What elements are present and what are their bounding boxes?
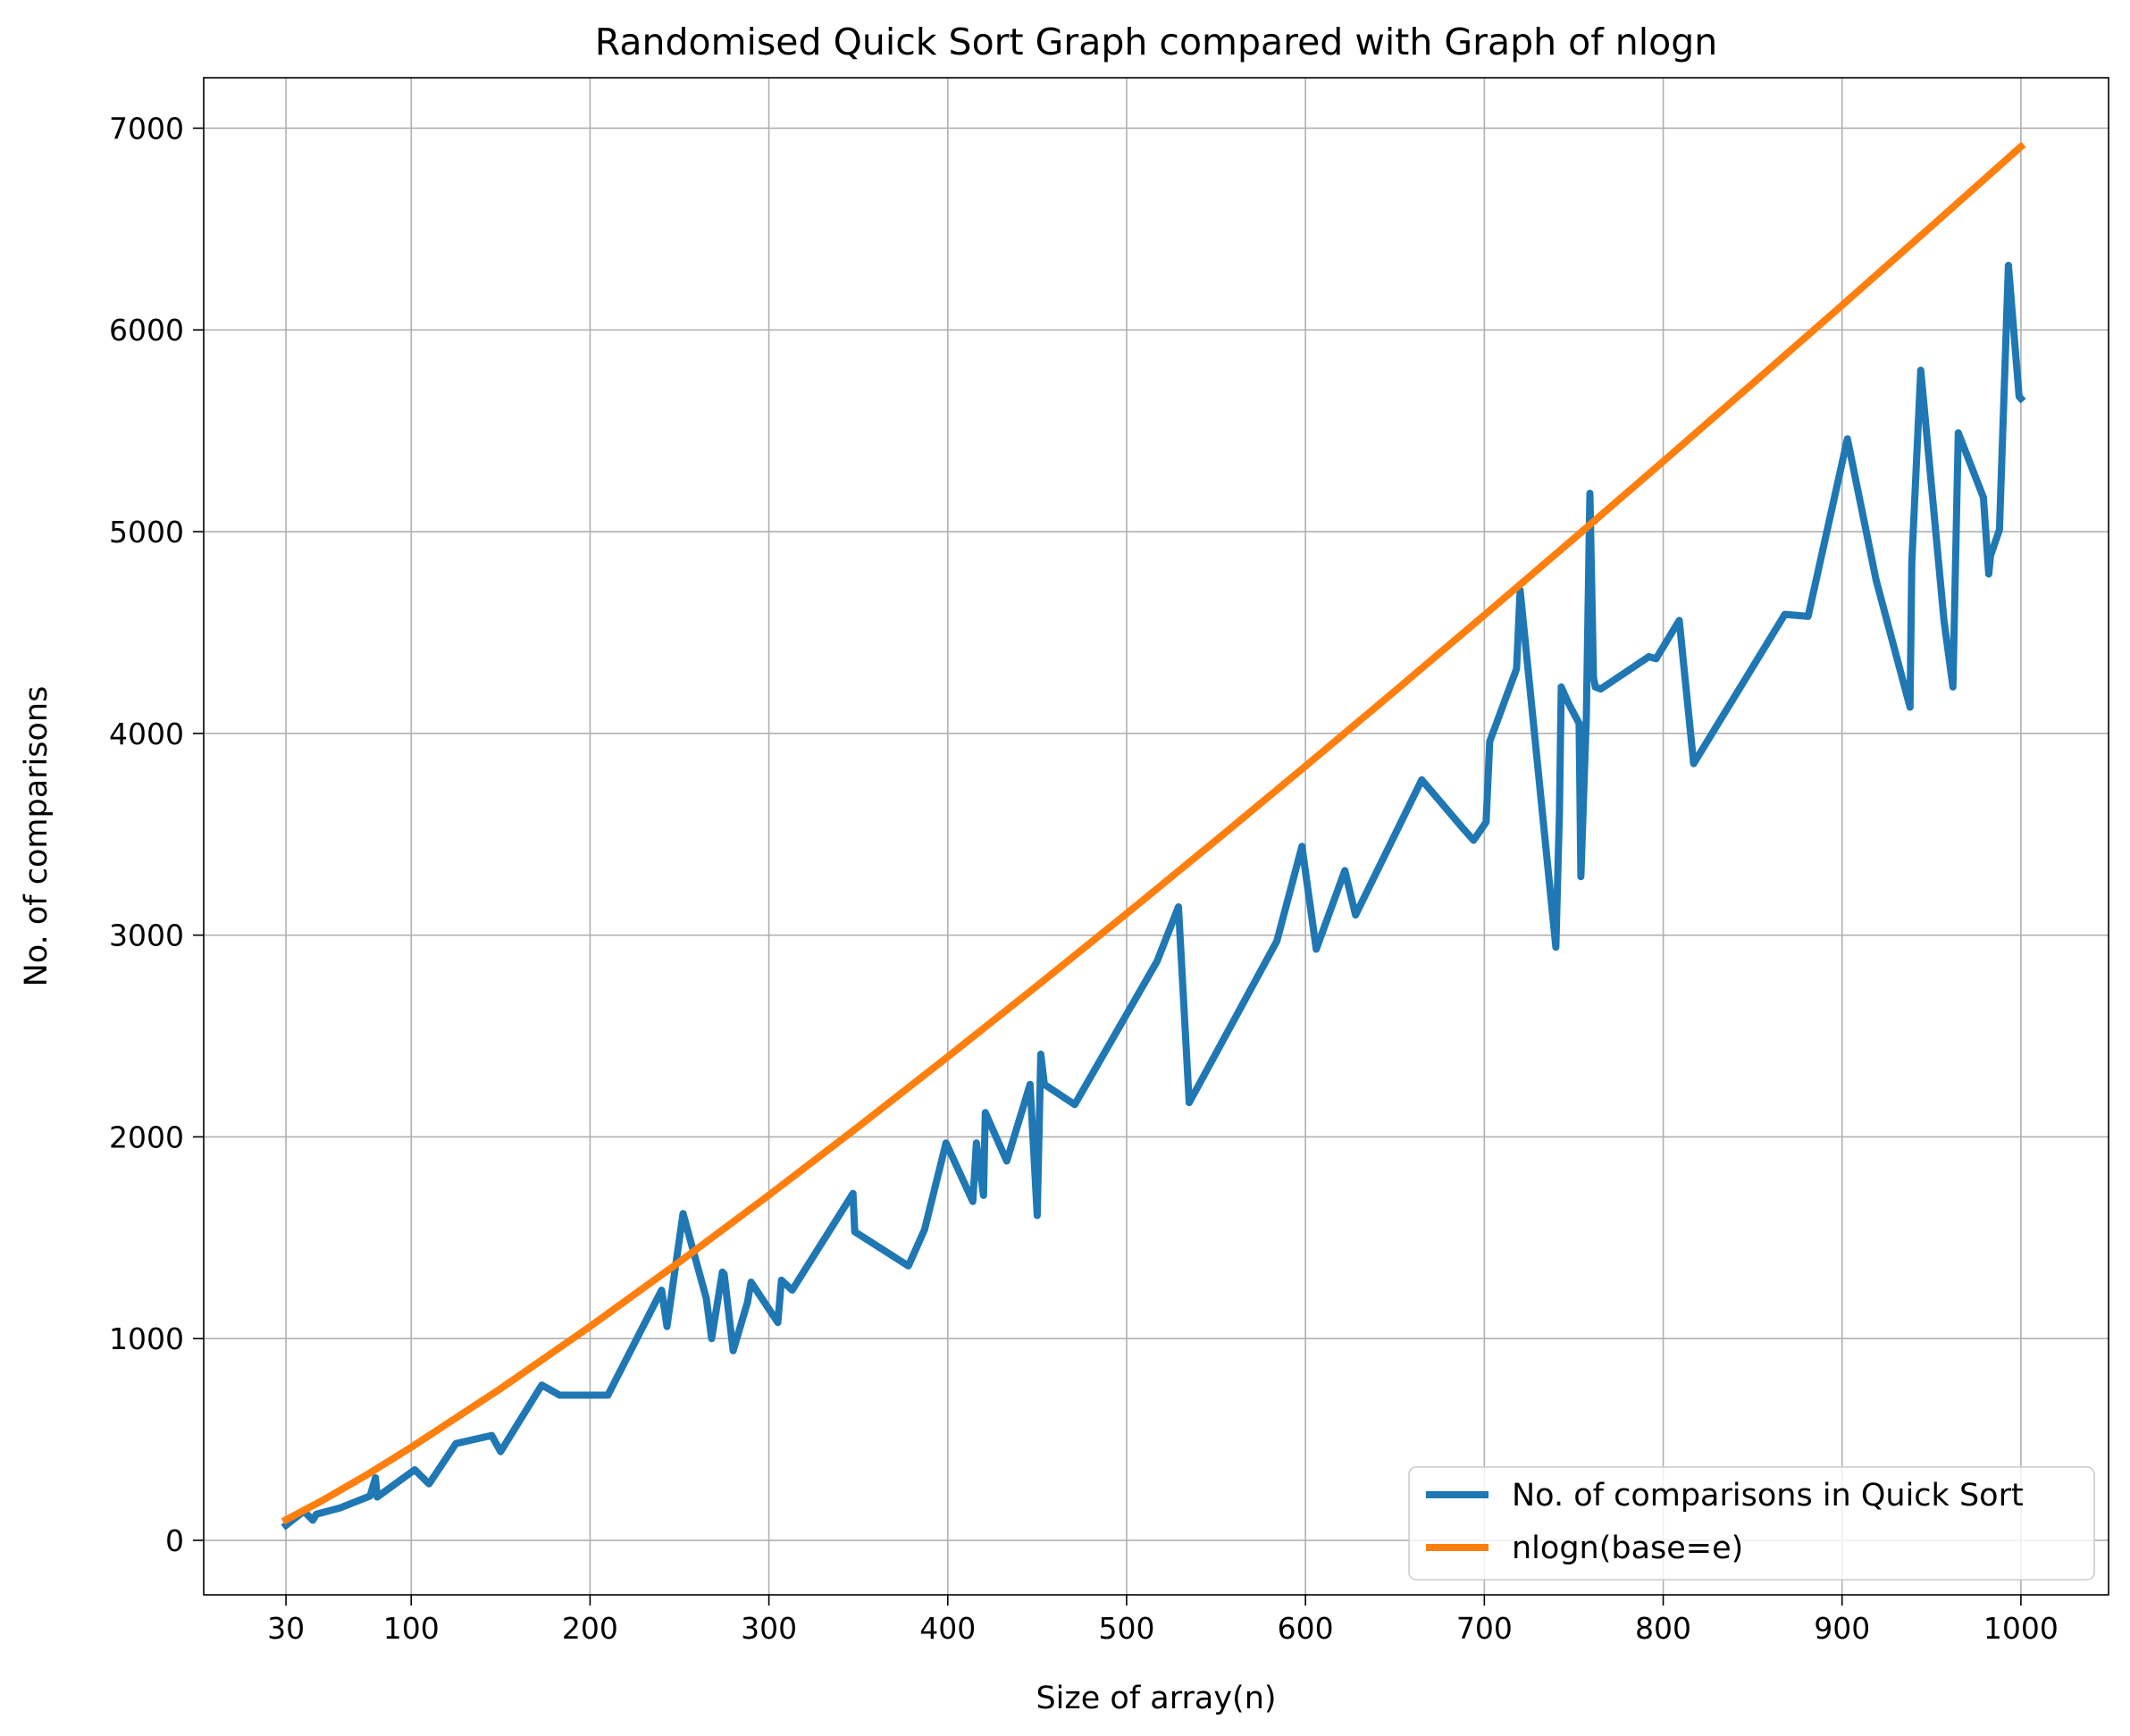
y-tick-label: 5000 (109, 515, 184, 549)
y-tick-label: 2000 (109, 1120, 184, 1154)
legend-box (1408, 1466, 2095, 1581)
quick-sort-comparisons-line (281, 262, 2026, 1531)
x-tick-label: 200 (562, 1611, 618, 1646)
x-tick-label: 300 (741, 1611, 797, 1646)
x-tick-label: 100 (383, 1611, 440, 1646)
chart-title: Randomised Quick Sort Graph compared wit… (595, 21, 1717, 63)
plot-area-background (204, 78, 2109, 1595)
x-tick-label: 30 (267, 1611, 305, 1646)
x-tick-label: 400 (919, 1611, 976, 1646)
legend: No. of comparisons in Quick Sort nlogn(b… (1408, 1466, 2095, 1581)
legend-label-nlogn: nlogn(base=e) (1512, 1531, 1743, 1566)
nlogn-line (281, 141, 2026, 1525)
x-tick-label: 900 (1814, 1611, 1870, 1646)
plot-frame (203, 77, 2109, 1596)
axis-ticks: 30 100 200 300 400 500 600 700 800 900 1000 0 1000 20… (109, 111, 2059, 1646)
y-tick-label: 1000 (109, 1321, 184, 1356)
x-tick-label: 700 (1456, 1611, 1513, 1646)
legend-label-quick-sort: No. of comparisons in Quick Sort (1512, 1478, 2024, 1514)
x-tick-label: 500 (1098, 1611, 1154, 1646)
y-tick-label: 6000 (109, 313, 184, 348)
y-tick-label: 3000 (109, 918, 184, 953)
y-tick-label: 0 (165, 1523, 184, 1558)
y-axis-label: No. of comparisons (19, 686, 55, 987)
x-tick-label: 800 (1635, 1611, 1691, 1646)
x-axis-label: Size of array(n) (1036, 1681, 1276, 1716)
grid-lines (204, 78, 2109, 1595)
x-tick-label: 600 (1278, 1611, 1334, 1646)
y-tick-label: 7000 (109, 111, 184, 146)
series-layer (281, 141, 2026, 1531)
y-tick-label: 4000 (109, 717, 184, 751)
x-tick-label: 1000 (1983, 1611, 2059, 1646)
